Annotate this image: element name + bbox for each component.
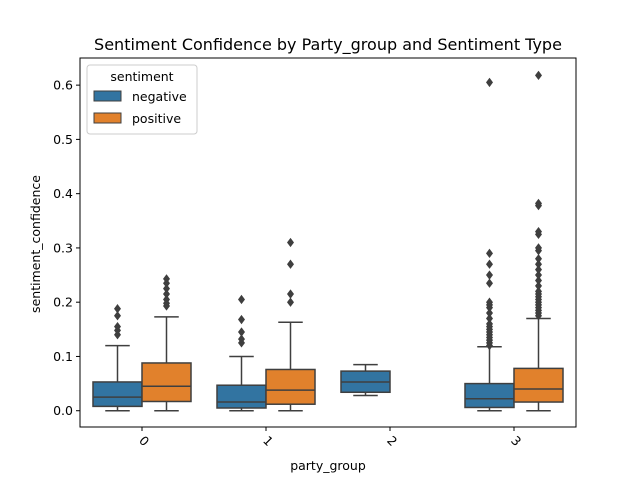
outlier-point bbox=[238, 327, 245, 337]
box-negative-1 bbox=[216, 384, 267, 409]
outlier-point bbox=[486, 270, 493, 280]
outlier-point bbox=[287, 297, 294, 307]
box-positive-3 bbox=[513, 367, 564, 403]
axes-frame bbox=[79, 57, 577, 428]
outlier-point bbox=[486, 278, 493, 288]
outlier-point bbox=[535, 226, 542, 237]
outlier-point bbox=[163, 289, 170, 299]
y-tick-label: 0.0 bbox=[53, 403, 73, 418]
outlier-point bbox=[535, 286, 542, 297]
outlier-point bbox=[535, 270, 542, 280]
y-axis-label: sentiment_confidence bbox=[28, 175, 43, 313]
outlier-point bbox=[535, 243, 542, 253]
x-axis-label: party_group bbox=[290, 458, 366, 473]
outlier-point bbox=[486, 248, 493, 259]
outlier-point bbox=[535, 264, 542, 275]
outlier-point bbox=[535, 281, 542, 291]
outlier-point bbox=[238, 294, 245, 305]
box-positive-1 bbox=[265, 368, 316, 405]
box-positive-0 bbox=[141, 362, 192, 403]
outlier-point bbox=[535, 259, 542, 269]
outlier-point bbox=[287, 259, 294, 269]
legend[interactable]: sentiment negative positive bbox=[86, 64, 198, 135]
y-tick-label: 0.1 bbox=[53, 349, 73, 364]
y-tick-label: 0.4 bbox=[53, 186, 73, 201]
outlier-point bbox=[163, 274, 170, 284]
y-tick-label: 0.2 bbox=[53, 295, 73, 310]
outlier-point bbox=[486, 259, 493, 269]
outlier-point bbox=[114, 311, 121, 321]
outlier-point bbox=[486, 77, 493, 88]
plot-area: 0.00.10.20.30.40.50.60 1 2 3 bbox=[53, 57, 577, 449]
chart-title: Sentiment Confidence by Party_group and … bbox=[94, 35, 562, 55]
legend-label-positive: positive bbox=[132, 111, 181, 126]
y-tick-label: 0.6 bbox=[53, 78, 73, 93]
legend-swatch-positive bbox=[93, 112, 122, 124]
box-negative-0 bbox=[92, 381, 143, 408]
outlier-point bbox=[114, 304, 121, 314]
y-tick-label: 0.5 bbox=[53, 132, 73, 147]
outlier-point bbox=[238, 334, 245, 344]
y-tick-label: 0.3 bbox=[53, 240, 73, 255]
outlier-point bbox=[486, 308, 493, 318]
outlier-point bbox=[535, 70, 542, 81]
outlier-point bbox=[486, 313, 493, 324]
outlier-point bbox=[535, 254, 542, 264]
outlier-point bbox=[163, 283, 170, 294]
outlier-point bbox=[163, 294, 170, 305]
outlier-point bbox=[486, 319, 493, 329]
legend-title: sentiment bbox=[110, 69, 173, 84]
outlier-point bbox=[238, 314, 245, 325]
legend-swatch-negative bbox=[93, 90, 122, 102]
box-negative-3 bbox=[464, 382, 515, 409]
outlier-point bbox=[287, 289, 294, 299]
outlier-point bbox=[287, 237, 294, 248]
outlier-point bbox=[535, 275, 542, 286]
outlier-point bbox=[486, 297, 493, 307]
outlier-point bbox=[535, 198, 542, 209]
outlier-point bbox=[114, 321, 121, 332]
legend-label-negative: negative bbox=[132, 89, 187, 104]
